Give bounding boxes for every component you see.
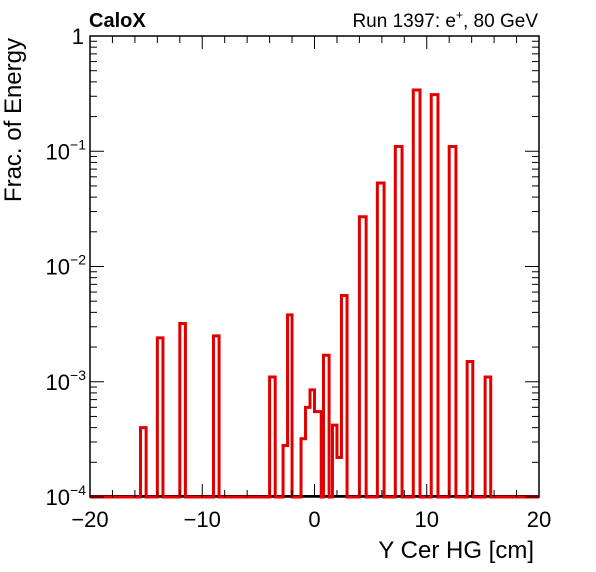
y-tick-label: 10−1 <box>46 136 87 164</box>
x-tick-label: −20 <box>71 507 108 532</box>
histogram-layer <box>90 88 539 499</box>
y-tick-label: 10−2 <box>46 252 87 280</box>
y-axis: 1 10−1 10−2 10−3 10−4 <box>46 24 539 510</box>
histogram-outline <box>90 88 539 499</box>
histogram-bin <box>337 458 341 497</box>
x-axis-title: Y Cer HG [cm] <box>378 537 534 564</box>
y-tick-label: 10−4 <box>46 482 87 510</box>
y-axis-title: Frac. of Energy <box>0 38 27 202</box>
x-axis: −20 −10 0 10 20 <box>71 36 551 532</box>
x-tick-label: 20 <box>527 507 551 532</box>
y-tick-label: 10−3 <box>46 367 87 395</box>
x-tick-label: 0 <box>308 507 320 532</box>
y-tick-label: 1 <box>72 24 84 49</box>
x-tick-label: 10 <box>415 507 439 532</box>
experiment-label: CaloX <box>89 10 146 32</box>
x-tick-label: −10 <box>184 507 221 532</box>
run-label: Run 1397: e+, 80 GeV <box>352 8 538 32</box>
